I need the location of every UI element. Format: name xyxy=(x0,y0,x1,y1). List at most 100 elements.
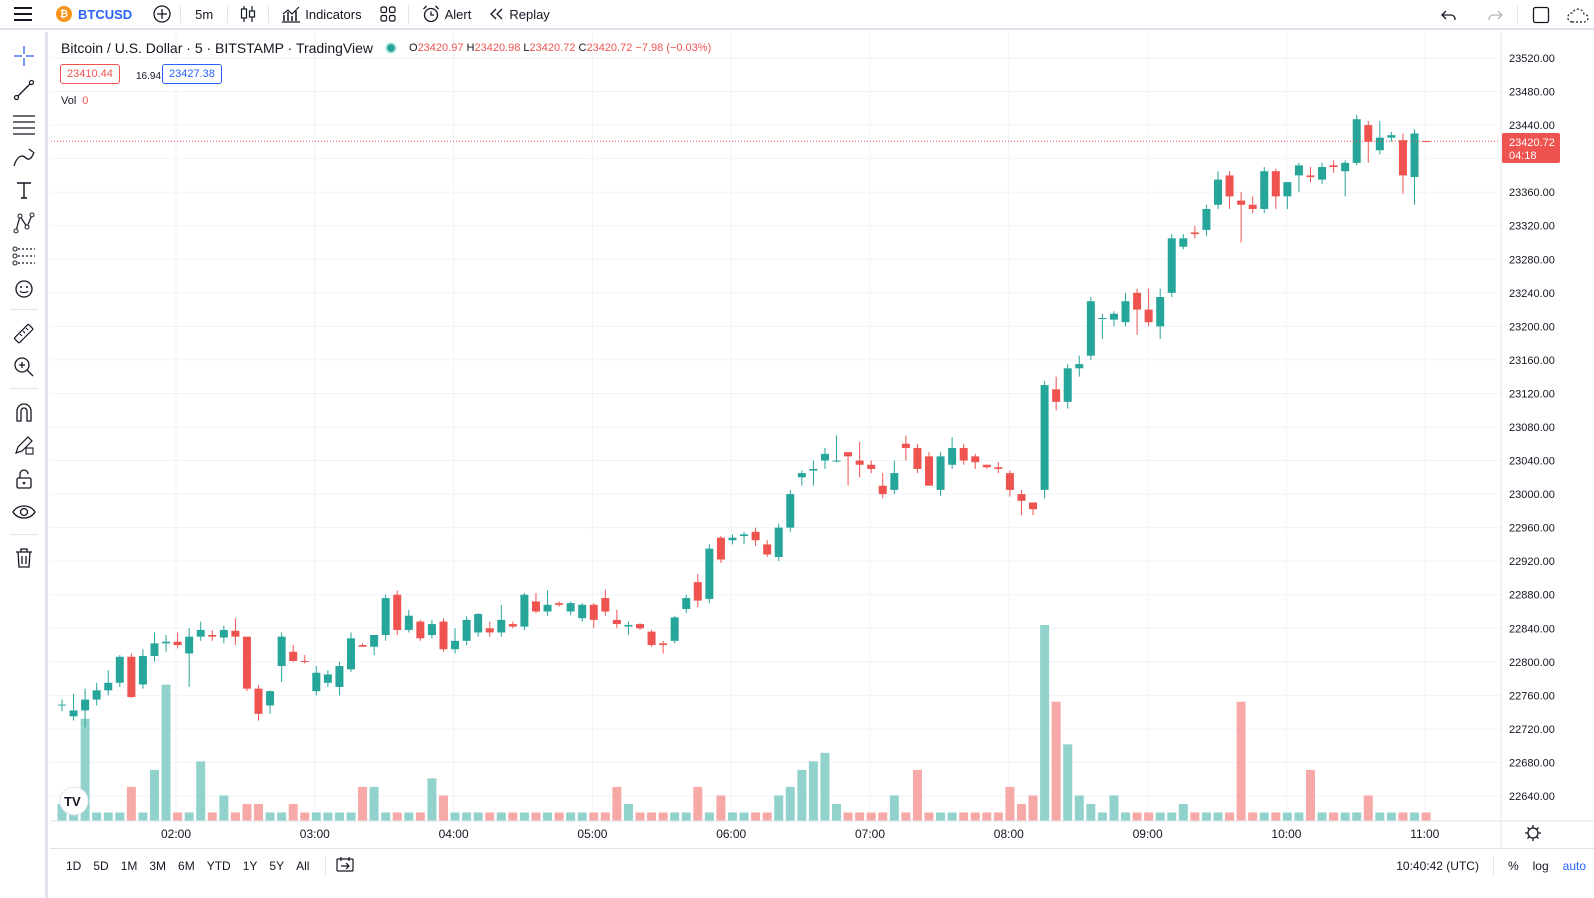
crosshair-tool[interactable] xyxy=(12,44,36,68)
range-button-3m[interactable]: 3M xyxy=(149,858,167,873)
volume-bar xyxy=(1352,812,1362,821)
candle xyxy=(416,619,425,641)
zoom-in-tool[interactable] xyxy=(12,355,36,379)
magnet-tool[interactable] xyxy=(12,400,36,424)
utc-clock[interactable]: 10:40:42 (UTC) xyxy=(1396,859,1479,873)
emoji-tool[interactable] xyxy=(12,277,36,301)
candle-body xyxy=(1248,204,1257,209)
candle-body xyxy=(1237,200,1246,205)
horizontal-lines-tool[interactable] xyxy=(12,112,36,136)
tradingview-logo[interactable]: TV xyxy=(59,786,89,816)
forecast-tool[interactable] xyxy=(12,244,36,268)
price-tick-label: 23240.00 xyxy=(1509,288,1555,300)
redo-button[interactable] xyxy=(1473,0,1517,30)
volume-bar xyxy=(589,812,599,821)
candle-body xyxy=(693,582,702,601)
price-chart[interactable]: 23520.0023480.0023440.0023400.0023360.00… xyxy=(50,32,1594,898)
percent-scale-toggle[interactable]: % xyxy=(1507,859,1519,873)
candle xyxy=(670,615,679,644)
candle-body xyxy=(555,603,564,605)
candle xyxy=(1260,167,1269,214)
candle xyxy=(612,609,621,629)
pattern-tool[interactable] xyxy=(12,211,36,235)
trend-line-tool[interactable] xyxy=(12,78,36,102)
remove-drawings-tool[interactable] xyxy=(12,546,36,570)
replay-button[interactable]: Replay xyxy=(481,0,557,29)
settings-button[interactable] xyxy=(1525,825,1541,841)
candle xyxy=(994,462,1003,474)
range-button-1y[interactable]: 1Y xyxy=(242,858,258,873)
interval-button[interactable]: 5m xyxy=(181,0,227,29)
candle xyxy=(485,621,494,637)
candle xyxy=(659,640,668,654)
buy-button[interactable]: 23427.38 xyxy=(162,64,222,84)
hide-drawings-tool[interactable] xyxy=(12,500,36,524)
volume-bar xyxy=(670,812,680,821)
interval-label: 5m xyxy=(195,6,214,22)
candle-body xyxy=(1329,165,1338,168)
bottom-right-group: 10:40:42 (UTC) % log auto xyxy=(1396,849,1586,883)
log-scale-toggle[interactable]: log xyxy=(1532,859,1549,873)
lock-all-tool[interactable] xyxy=(12,467,36,491)
tv-logo-icon: TV xyxy=(64,794,81,809)
candle xyxy=(763,540,772,557)
undo-button[interactable] xyxy=(1425,0,1473,30)
volume-bar xyxy=(647,812,657,821)
candle-body xyxy=(162,641,171,644)
candle-body xyxy=(1341,162,1350,172)
candlesticks xyxy=(58,115,1431,728)
candle-body xyxy=(1422,141,1431,143)
redo-icon xyxy=(1488,10,1503,20)
candle xyxy=(1283,182,1292,209)
volume-bar xyxy=(126,786,136,821)
toolbar-divider xyxy=(180,5,182,23)
indicators-button[interactable]: Indicators xyxy=(269,0,367,29)
chart-legend[interactable]: Bitcoin / U.S. Dollar · 5 · BITSTAMP · T… xyxy=(61,40,711,56)
brush-tool[interactable] xyxy=(12,145,36,169)
candle-body xyxy=(855,460,864,465)
fullscreen-button[interactable] xyxy=(1518,0,1560,30)
layouts-button[interactable] xyxy=(368,0,408,29)
alert-button[interactable]: Alert xyxy=(409,0,482,29)
time-axis[interactable]: 02:00 03:00 04:00 05:00 06:00 07:00 08:00 09:00… xyxy=(161,827,1440,841)
sell-button[interactable]: 23410.44 xyxy=(60,64,120,84)
chart-type-button[interactable] xyxy=(228,0,268,29)
candle xyxy=(959,443,968,465)
range-button-6m[interactable]: 6M xyxy=(178,858,195,873)
ruler-tool[interactable] xyxy=(12,322,36,346)
price-axis[interactable]: 23520.0023480.0023440.0023400.0023360.00… xyxy=(1509,53,1555,803)
candle xyxy=(81,688,90,728)
candle-body xyxy=(393,594,402,630)
symbol-search-button[interactable]: ₿ BTCUSD xyxy=(46,0,144,29)
candle xyxy=(1075,355,1084,377)
range-button-1d[interactable]: 1D xyxy=(66,858,82,873)
save-cloud-button[interactable] xyxy=(1560,0,1594,30)
volume-bar xyxy=(1398,812,1408,821)
menu-button[interactable] xyxy=(0,0,46,29)
symbol-title: Bitcoin / U.S. Dollar · 5 · BITSTAMP · T… xyxy=(61,40,373,56)
range-button-ytd[interactable]: YTD xyxy=(206,858,231,873)
candle-body xyxy=(474,614,483,633)
candle xyxy=(1364,120,1373,163)
volume-bar xyxy=(600,812,610,821)
volume-bar xyxy=(727,812,737,821)
candle-body xyxy=(901,443,910,448)
auto-scale-toggle[interactable]: auto xyxy=(1562,859,1586,873)
range-button-5y[interactable]: 5Y xyxy=(269,858,285,873)
volume-bar xyxy=(1329,812,1339,821)
range-button-all[interactable]: All xyxy=(296,858,310,873)
candle-body xyxy=(728,537,737,541)
candle xyxy=(647,629,656,647)
candle-body xyxy=(1052,389,1061,402)
candle-body xyxy=(682,598,691,609)
go-to-date-button[interactable] xyxy=(336,856,355,875)
text-tool[interactable] xyxy=(12,178,36,202)
range-button-1m[interactable]: 1M xyxy=(120,858,138,873)
candle-body xyxy=(347,638,355,670)
lock-drawing-tool[interactable] xyxy=(12,433,36,457)
volume-legend[interactable]: Vol 0 xyxy=(61,95,88,107)
candle xyxy=(1133,288,1142,335)
range-button-5d[interactable]: 5D xyxy=(93,858,109,873)
toolbar-divider xyxy=(227,5,229,23)
compare-button[interactable] xyxy=(144,0,180,29)
